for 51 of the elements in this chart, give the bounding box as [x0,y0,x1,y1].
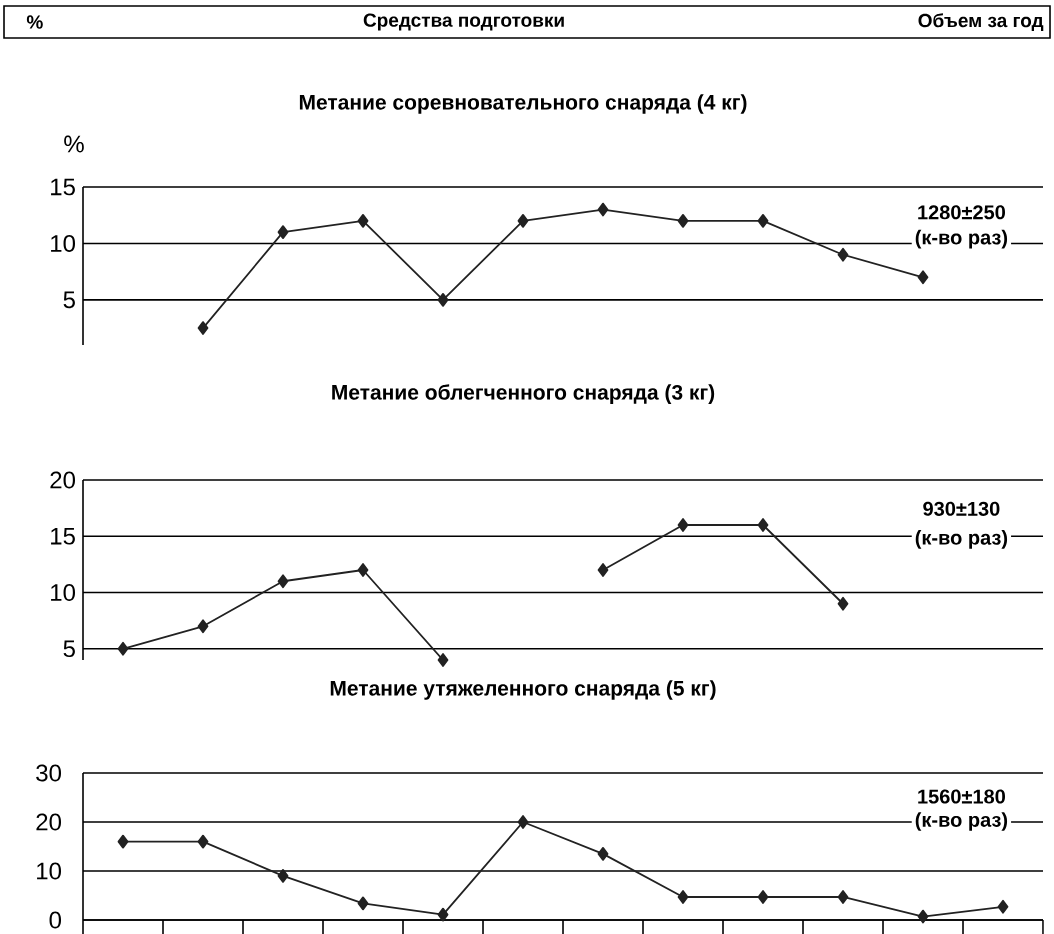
annotation: (к-во раз) [915,812,1008,831]
point [117,834,129,849]
point [197,321,209,335]
y-tick-label: 10 [37,862,62,880]
text: % [26,15,43,29]
y-axis-title: % [64,135,84,153]
y-tick-label: 20 [50,471,76,489]
point [757,213,769,228]
y-tick-label: 20 [36,813,62,831]
y-tick-label: 0 [49,911,62,929]
point [837,596,849,611]
annotation: (к-во раз) [915,229,1008,249]
annotation: (к-во раз) [915,530,1008,549]
text: Объем за год [918,13,1044,31]
annotation: 1560±180 [918,789,1005,804]
point [597,563,609,577]
point [837,247,849,262]
point [757,890,769,904]
y-tick-label: 5 [63,640,75,658]
point [277,225,289,240]
text: Средства подготовки [363,13,564,31]
point [917,909,929,924]
chart-title: Метание облегченного снаряда (3 кг) [332,384,715,404]
point [437,653,449,667]
y-tick-label: 5 [63,291,75,309]
chart-title: Метание утяжеленного снаряда (5 кг) [330,680,716,700]
point [997,899,1009,914]
point [597,846,609,861]
point [677,890,689,904]
point [517,815,529,829]
point [357,896,369,911]
point [677,518,689,532]
annotation: 930±130 [923,501,1000,516]
point [277,869,289,883]
y-tick-label: 30 [36,764,62,782]
point [677,213,689,228]
y-tick-label: 15 [51,527,75,545]
point [757,518,769,532]
point [917,270,929,285]
chart-title: Метание соревновательного снаряда (4 кг) [299,94,747,114]
annotation: 1280±250 [918,205,1005,220]
point [597,202,609,217]
y-tick-label: 10 [51,234,76,252]
point [357,213,369,228]
point [437,292,449,307]
y-tick-label: 15 [51,178,75,196]
point [197,834,209,849]
point [517,213,529,228]
y-tick-label: 10 [51,584,76,601]
point [437,907,449,922]
point [837,890,849,904]
